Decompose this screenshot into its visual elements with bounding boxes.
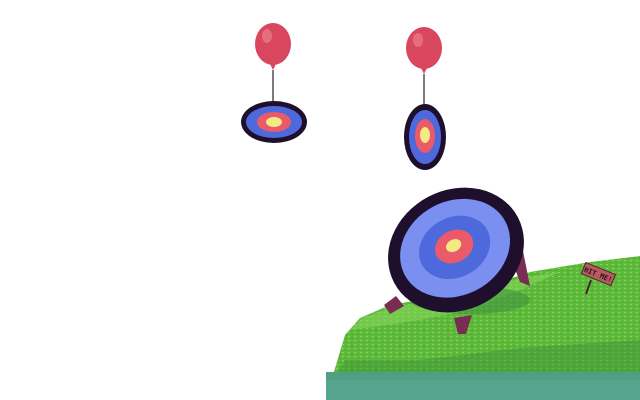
target-bullseye: [266, 117, 282, 127]
balloon-knot: [421, 68, 427, 74]
balloon-highlight: [413, 33, 423, 47]
balloon-highlight: [262, 29, 272, 43]
target-leg-left: [384, 296, 404, 314]
sign-icon: [580, 261, 617, 287]
sign-post: [585, 279, 592, 295]
balloon-target-1[interactable]: [241, 23, 307, 143]
balloon-target-2[interactable]: [404, 27, 446, 170]
ground: [326, 256, 640, 400]
grass-hill: [326, 256, 640, 400]
target-bullseye: [420, 127, 430, 143]
target-bullseye: [446, 239, 462, 253]
target-leg-bottom: [454, 315, 472, 334]
balloon-icon: [255, 23, 291, 65]
balloon-icon: [406, 27, 442, 69]
water-dither: [326, 380, 640, 400]
balloon-knot: [270, 64, 276, 70]
big-target[interactable]: [366, 164, 546, 336]
